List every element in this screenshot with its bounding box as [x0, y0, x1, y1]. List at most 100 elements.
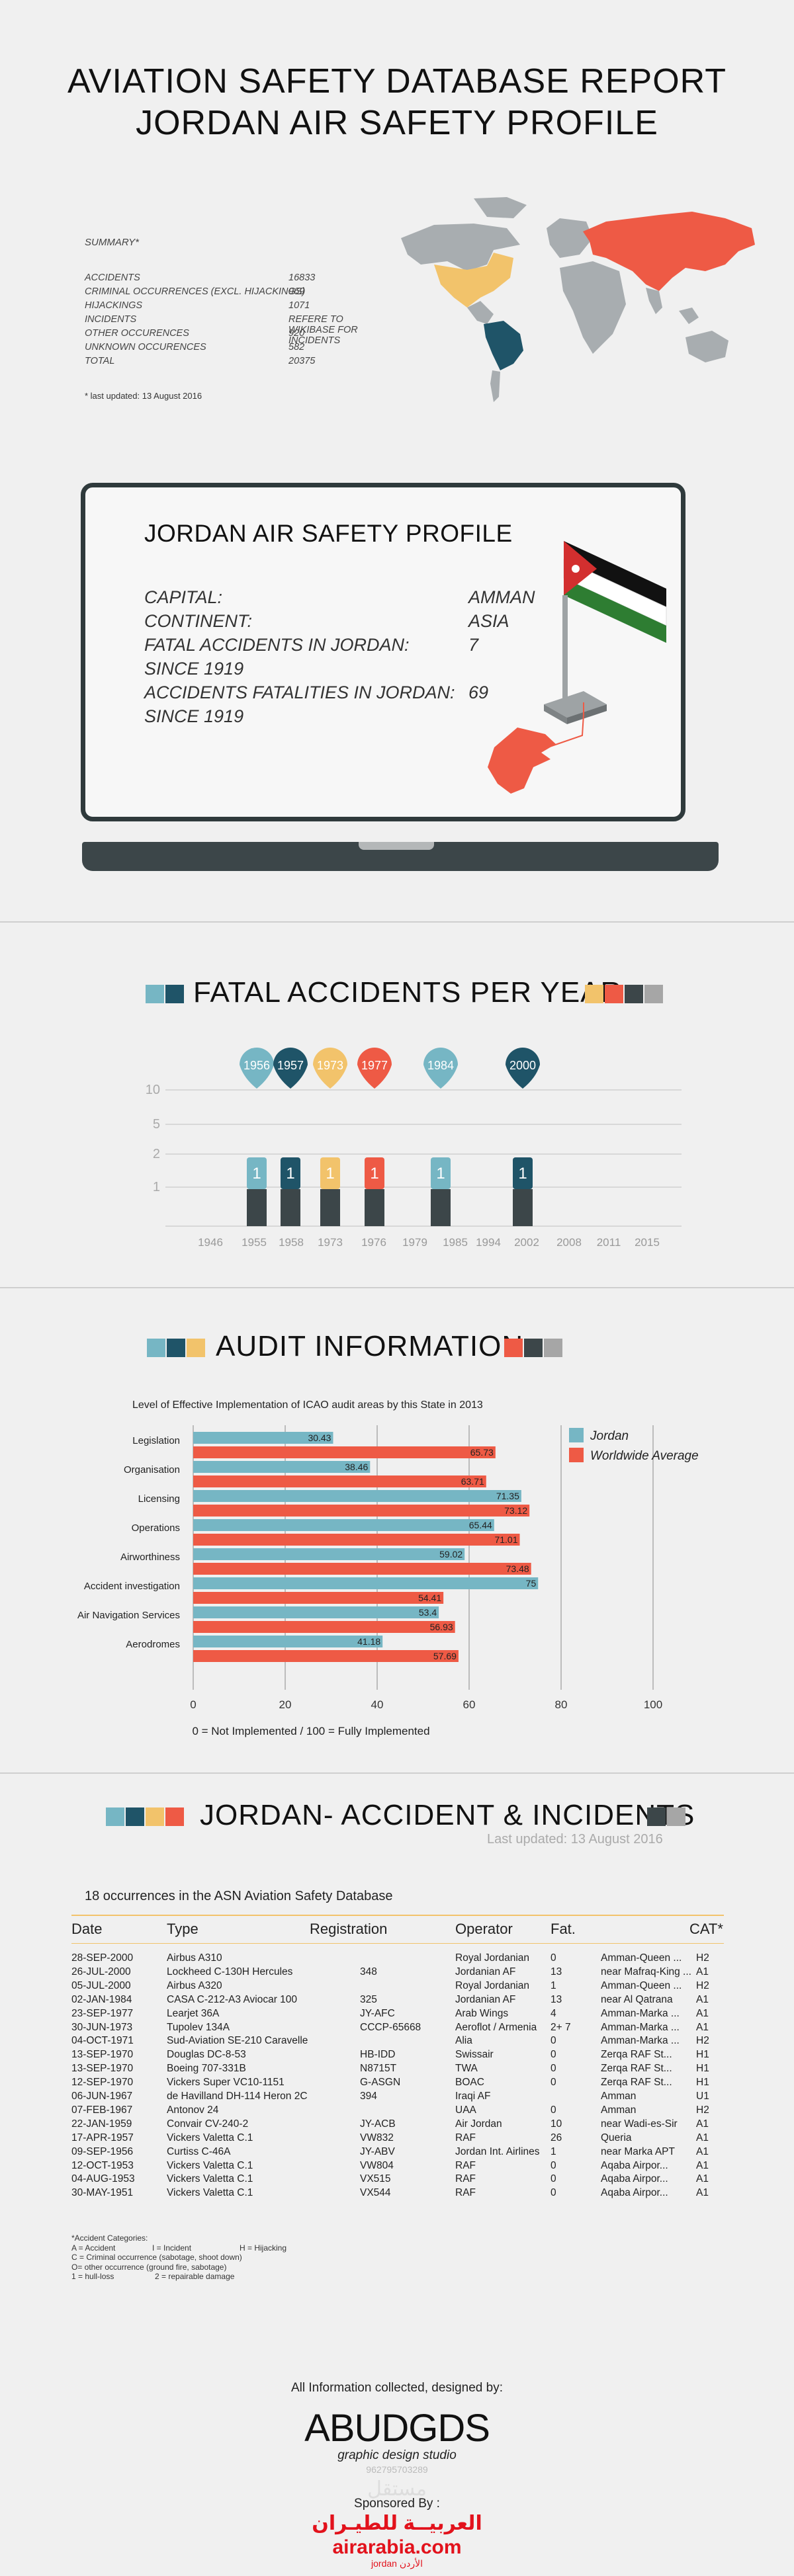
decor-square — [647, 1807, 666, 1826]
table-cell: Aqaba Airpor... — [601, 2159, 668, 2171]
bar-base — [365, 1189, 384, 1226]
legend-swatch — [569, 1448, 584, 1462]
table-cell: Aeroflot / Armenia — [455, 2021, 537, 2033]
table-cell: Antonov 24 — [167, 2104, 219, 2116]
table-cell: 0 — [551, 1952, 556, 1964]
table-cell: Amman — [601, 2091, 637, 2102]
x-tick-label: 2008 — [556, 1236, 582, 1249]
year-marker-label: 1977 — [361, 1059, 388, 1072]
decor-square — [165, 985, 184, 1003]
table-cell: 10 — [551, 2118, 562, 2130]
table-cell: Vickers Super VC10-1151 — [167, 2077, 285, 2089]
table-cell: Aqaba Airpor... — [601, 2173, 668, 2185]
note-line: O= other occurrence (ground fire, sabota… — [71, 2262, 227, 2272]
summary-note: * last updated: 13 August 2016 — [85, 391, 202, 401]
audit-bar-value: 65.44 — [469, 1520, 492, 1530]
table-cell: H2 — [696, 2104, 709, 2116]
x-tick-label: 1973 — [318, 1236, 343, 1249]
note-repairable: 2 = repairable damage — [155, 2272, 235, 2281]
table-cell: H1 — [696, 2049, 709, 2061]
audit-bar-jordan — [193, 1490, 521, 1502]
audit-bar-value: 71.35 — [496, 1491, 519, 1501]
bar-base — [281, 1189, 300, 1226]
x-tick-label: 100 — [644, 1698, 662, 1711]
audit-bar-jordan — [193, 1636, 383, 1647]
brand-subtitle: graphic design studio — [337, 2448, 457, 2462]
bar-1977 — [365, 1157, 384, 1189]
legend-label: Jordan — [590, 1429, 629, 1443]
table-row: 23-SEP-1977 Learjet 36A JY-AFC Arab Wings 4 A… — [71, 2008, 724, 2021]
bar-value-label: 1 — [518, 1165, 527, 1183]
table-cell: 28-SEP-2000 — [71, 1952, 134, 1964]
fatal-accidents-since: SINCE 1919 — [144, 659, 244, 679]
table-cell: A1 — [696, 2118, 709, 2130]
table-row: 07-FEB-1967 Antonov 24 UAA 0 Amman H2 — [71, 2104, 724, 2118]
x-tick-label: 40 — [371, 1698, 384, 1711]
table-cell: H1 — [696, 2063, 709, 2075]
table-cell: Swissair — [455, 2049, 494, 2061]
table-cell: A1 — [696, 2021, 709, 2033]
column-header: Registration — [310, 1921, 388, 1937]
audit-chart-title: Level of Effective Implementation of ICA… — [132, 1399, 483, 1411]
bar-1973 — [320, 1157, 340, 1189]
table-cell: VX544 — [360, 2187, 391, 2199]
table-cell: near Wadi-es-Sir — [601, 2118, 678, 2130]
table-cell: Amman-Queen ... — [601, 1952, 682, 1964]
table-cell: Douglas DC-8-53 — [167, 2049, 246, 2061]
table-row: 28-SEP-2000 Airbus A310 Royal Jordanian 0 Am… — [71, 1952, 724, 1966]
table-cell: Amman-Marka ... — [601, 2021, 680, 2033]
table-cell: 1 — [551, 2145, 556, 2157]
table-cell: RAF — [455, 2187, 476, 2199]
table-cell: VW832 — [360, 2132, 394, 2143]
bar-2000 — [513, 1157, 533, 1189]
table-cell: A1 — [696, 2173, 709, 2185]
table-cell: Vickers Valetta C.1 — [167, 2132, 253, 2143]
x-tick-label: 20 — [279, 1698, 292, 1711]
table-row: 26-JUL-2000 Lockheed C-130H Hercules 348 Jo… — [71, 1966, 724, 1979]
table-cell: Amman-Queen ... — [601, 1979, 682, 1991]
category-label: Legislation — [132, 1435, 180, 1446]
summary-row: HIJACKINGS 1071 — [85, 300, 363, 311]
watermark: مستقل — [367, 2478, 427, 2500]
table-row: 17-APR-1957 Vickers Valetta C.1 VW832 RAF 26… — [71, 2132, 724, 2145]
table-cell: UAA — [455, 2104, 476, 2116]
year-marker-pin — [423, 1048, 458, 1089]
audit-bar-value: 38.46 — [345, 1462, 368, 1472]
legend-label: Worldwide Average — [590, 1449, 699, 1463]
table-row: 12-OCT-1953 Vickers Valetta C.1 VW804 RAF 0 A… — [71, 2160, 724, 2173]
category-label: Aerodromes — [126, 1639, 180, 1650]
table-cell: 1 — [551, 1979, 556, 1991]
column-header: Date — [71, 1921, 103, 1937]
column-header: CAT* — [689, 1921, 723, 1937]
world-map-image — [401, 197, 755, 402]
decor-square — [605, 985, 623, 1003]
table-cell: Zerqa RAF St... — [601, 2077, 672, 2089]
table-cell: Vickers Valetta C.1 — [167, 2187, 253, 2199]
column-header: Operator — [455, 1921, 513, 1937]
x-tick-label: 1955 — [242, 1236, 267, 1249]
bar-value-label: 1 — [436, 1165, 445, 1183]
table-cell: VX515 — [360, 2173, 391, 2185]
fatal-section-title: FATAL ACCIDENTS PER YEAR — [193, 976, 623, 1009]
summary-row: TOTAL 20375 — [85, 356, 363, 366]
table-cell: Boeing 707-331B — [167, 2063, 246, 2075]
table-cell: RAF — [455, 2132, 476, 2143]
y-tick-label: 10 — [146, 1083, 160, 1097]
audit-bar-world — [193, 1505, 530, 1517]
column-header: Fat. — [551, 1921, 576, 1937]
table-cell: 394 — [360, 2091, 377, 2102]
category-label: Air Navigation Services — [77, 1610, 180, 1621]
table-cell: Convair CV-240-2 — [167, 2118, 249, 2130]
audit-bar-value: 71.01 — [494, 1534, 517, 1545]
audit-bar-world — [193, 1592, 444, 1604]
audit-bar-value: 30.43 — [308, 1433, 331, 1443]
decor-square — [165, 1807, 184, 1826]
table-cell: VW804 — [360, 2159, 394, 2171]
table-cell: 0 — [551, 2063, 556, 2075]
fatal-accidents-label: FATAL ACCIDENTS IN JORDAN: — [144, 635, 410, 655]
continent-value: ASIA — [468, 611, 509, 631]
bar-base — [513, 1189, 533, 1226]
year-marker-label: 1973 — [317, 1059, 343, 1072]
bar-base — [431, 1189, 451, 1226]
table-cell: 0 — [551, 2049, 556, 2061]
